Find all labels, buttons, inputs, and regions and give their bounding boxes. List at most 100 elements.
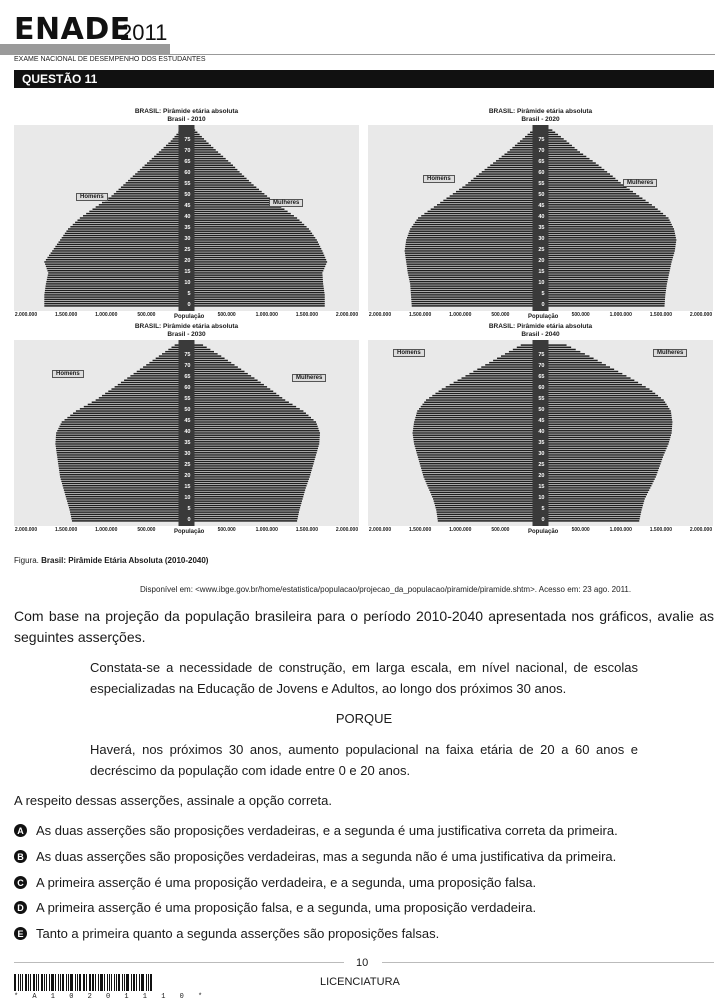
bar-female-age-3	[186, 298, 325, 301]
bar-female-age-42	[186, 212, 291, 215]
option-d[interactable]: D A primeira asserção é uma proposição f…	[14, 900, 536, 915]
bar-male-age-43	[427, 210, 541, 213]
bar-male-age-43	[59, 425, 187, 428]
bar-male-age-4	[44, 296, 187, 298]
bar-female-age-37	[186, 223, 305, 226]
bar-female-age-49	[186, 412, 306, 414]
bar-female-age-2	[540, 515, 641, 518]
age-tick-label: 55	[184, 181, 191, 188]
bar-female-age-27	[540, 245, 676, 248]
bar-female-age-66	[540, 160, 593, 162]
bar-male-age-6	[68, 506, 187, 509]
bar-female-age-63	[186, 166, 236, 169]
bar-male-age-30	[406, 239, 541, 241]
bar-male-age-32	[56, 449, 187, 452]
legend-homens: Homens	[52, 370, 84, 378]
bar-female-age-45	[186, 206, 282, 208]
bar-male-age-48	[105, 199, 187, 202]
bar-male-age-4	[411, 296, 541, 298]
option-c[interactable]: C A primeira asserção é uma proposição v…	[14, 875, 536, 890]
option-b-text: As duas asserções são proposições verdad…	[36, 849, 617, 864]
bar-female-age-22	[540, 256, 673, 259]
bar-female-age-32	[186, 449, 318, 452]
bar-male-age-64	[457, 379, 541, 382]
bar-female-age-52	[540, 190, 633, 193]
bar-female-age-27	[186, 245, 321, 248]
bar-male-age-41	[421, 215, 541, 217]
bar-male-age-10	[433, 498, 541, 500]
barcode-bar	[62, 974, 65, 991]
footer-rule-right	[382, 962, 714, 963]
age-tick-label: 10	[538, 494, 545, 501]
option-e[interactable]: E Tanto a primeira quanto a segunda asse…	[14, 926, 439, 941]
bar-male-age-15	[48, 272, 187, 274]
bar-female-age-51	[186, 193, 265, 195]
bar-female-age-28	[540, 458, 663, 461]
option-b[interactable]: B As duas asserções são proposições verd…	[14, 849, 616, 864]
barcode-image	[14, 974, 154, 991]
age-tick-label: 0	[541, 516, 545, 523]
option-a[interactable]: A As duas asserções são proposições verd…	[14, 823, 618, 838]
bar-male-age-63	[453, 381, 541, 384]
bar-female-age-17	[186, 482, 308, 485]
bar-male-age-60	[135, 173, 187, 175]
age-tick-label: 55	[538, 396, 545, 403]
bar-male-age-39	[55, 434, 187, 436]
bar-male-age-71	[509, 149, 541, 151]
bar-female-age-31	[540, 237, 676, 239]
legend-mulheres: Mulheres	[292, 374, 327, 382]
bar-male-age-7	[44, 289, 187, 292]
bar-male-age-32	[63, 234, 187, 237]
age-tick-label: 75	[538, 352, 545, 359]
bar-male-age-54	[424, 401, 541, 403]
bar-male-age-47	[101, 201, 187, 204]
bar-female-age-34	[186, 445, 319, 447]
barcode-bar	[98, 974, 99, 991]
age-tick-label: 20	[184, 257, 191, 264]
barcode-bar	[82, 974, 84, 991]
bar-male-age-26	[58, 463, 187, 465]
bar-female-age-72	[540, 146, 575, 149]
bar-female-age-3	[540, 298, 666, 301]
bar-female-age-38	[540, 436, 671, 439]
bar-female-age-19	[186, 478, 309, 480]
bar-female-age-34	[540, 230, 675, 232]
bar-female-age-66	[540, 375, 627, 377]
bar-female-age-22	[186, 256, 326, 259]
bar-female-age-30	[186, 239, 317, 241]
bar-female-age-10	[186, 283, 324, 285]
question-number: QUESTÃO 11	[22, 72, 98, 86]
barcode-bar	[28, 974, 30, 991]
bar-female-age-3	[186, 513, 299, 516]
bar-male-age-28	[405, 243, 541, 246]
bar-male-age-61	[114, 386, 187, 388]
bar-female-age-74	[540, 357, 594, 360]
age-tick-label: 25	[184, 246, 191, 253]
bar-male-age-40	[79, 217, 187, 219]
pyramid-chart-2030: BRASIL: Pirâmide etária absoluta Brasil -…	[14, 323, 359, 538]
legend-mulheres: Mulheres	[269, 199, 304, 207]
bar-female-age-53	[186, 403, 293, 406]
bar-female-age-54	[186, 186, 257, 188]
bar-male-age-13	[64, 491, 187, 494]
x-tick-label: 500.000	[491, 527, 510, 533]
bar-male-age-16	[62, 484, 187, 487]
age-tick-label: 70	[538, 363, 545, 370]
pyramid-chart-2020: BRASIL: Pirâmide etária absoluta Brasil -…	[368, 108, 713, 323]
bar-male-age-31	[56, 452, 187, 454]
age-tick-label: 65	[538, 374, 545, 381]
bar-male-age-38	[413, 436, 541, 439]
bar-male-age-16	[407, 269, 541, 272]
bar-male-age-30	[56, 454, 187, 456]
age-tick-label: 30	[184, 450, 191, 457]
bar-female-age-33	[540, 447, 667, 450]
bar-male-age-29	[417, 456, 541, 458]
bar-female-age-33	[186, 447, 318, 450]
bar-male-age-20	[60, 476, 187, 478]
age-tick-label: 30	[184, 235, 191, 242]
barcode-bar	[48, 974, 50, 991]
bar-female-age-49	[186, 197, 270, 199]
bar-male-age-46	[64, 419, 187, 421]
bar-female-age-15	[540, 272, 670, 274]
barcode-bar	[130, 974, 132, 991]
